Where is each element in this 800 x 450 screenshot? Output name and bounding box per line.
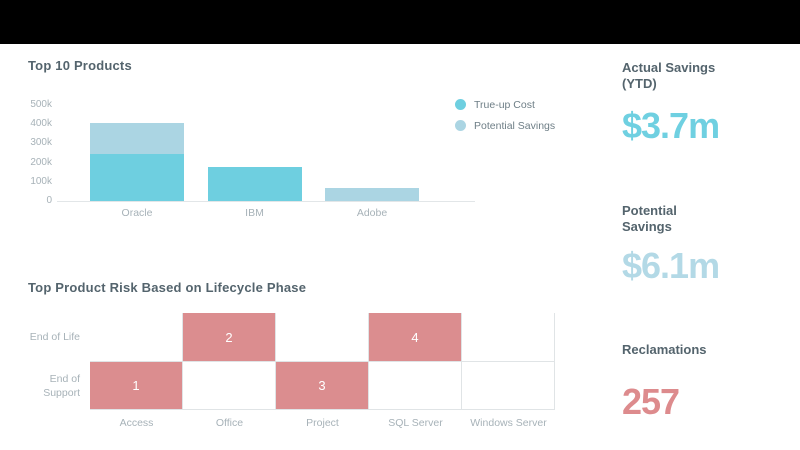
heatmap-row-label-line: End of: [49, 373, 80, 385]
heatmap-cell-end-of-life-windows-server: [462, 313, 555, 362]
heatmap-cell-end-of-support-sql-server: [369, 362, 462, 410]
kpi-label-actual-savings-ytd: Actual Savings (YTD): [622, 60, 715, 92]
heatmap-row-label-line: End of Life: [29, 331, 80, 343]
kpi-label-line: Actual Savings: [622, 60, 716, 75]
x-axis-category-label: IBM: [245, 207, 264, 219]
legend-dot-icon: [455, 99, 466, 110]
kpi-label-potential-savings: Potential Savings: [622, 203, 677, 235]
top-banner: [0, 0, 800, 44]
y-axis-tick-label: 400k: [30, 118, 52, 130]
kpi-label-reclamations: Reclamations: [622, 342, 707, 358]
heatmap-cell-end-of-life-access: [90, 313, 183, 362]
legend-item-true-up-cost[interactable]: True-up Cost: [455, 94, 535, 115]
bar-segment-oracle-true-up-cost[interactable]: [90, 153, 184, 201]
kpi-value-potential-savings: $6.1m: [622, 245, 720, 286]
heatmap-column-label: Office: [215, 417, 244, 429]
heatmap-column-label: Project: [306, 417, 339, 429]
x-axis-category-label: Oracle: [121, 207, 153, 219]
bar-segment-ibm-true-up-cost[interactable]: [207, 167, 302, 201]
y-axis-tick-label: 0: [46, 195, 52, 206]
y-axis-tick-label: 100k: [30, 175, 52, 187]
kpi-label-line: (YTD): [622, 76, 657, 91]
kpi-value-actual-savings-ytd: $3.7m: [622, 105, 720, 146]
heatmap-cell-end-of-life-sql-server[interactable]: 4: [369, 313, 462, 362]
heatmap-cell-end-of-life-office[interactable]: 2: [183, 313, 276, 362]
kpi-label-line: Savings: [622, 219, 672, 234]
heatmap-row-label-line: Support: [43, 387, 80, 399]
heatmap-row-label: End of Life: [0, 330, 80, 344]
kpi-value-reclamations: 257: [622, 381, 680, 422]
heatmap-row-label: End of Support: [0, 372, 80, 400]
heatmap-column-label: Access: [119, 417, 154, 429]
legend-dot-icon: [455, 120, 466, 131]
heatmap-title: Top Product Risk Based on Lifecycle Phas…: [28, 280, 307, 295]
heatmap-cell-end-of-support-access[interactable]: 1: [90, 362, 183, 410]
kpi-label-line: Potential: [622, 203, 677, 218]
heatmap-column-label: Windows Server: [470, 417, 547, 429]
y-axis-tick-label: 300k: [30, 137, 52, 149]
y-axis-tick-label: 500k: [30, 99, 52, 110]
bar-segment-adobe-potential-savings[interactable]: [325, 187, 419, 201]
bar-chart-title: Top 10 Products: [28, 58, 132, 73]
heatmap-cell-end-of-support-office: [183, 362, 276, 410]
x-axis-category-label: Adobe: [356, 207, 388, 219]
legend-item-label: Potential Savings: [474, 119, 556, 132]
bar-chart-baseline: [57, 201, 475, 202]
legend-item-label: True-up Cost: [474, 98, 535, 111]
legend-item-potential-savings[interactable]: Potential Savings: [455, 115, 555, 136]
bar-segment-oracle-potential-savings[interactable]: [90, 123, 184, 154]
y-axis-tick-label: 200k: [30, 156, 52, 168]
heatmap-cell-end-of-life-project: [276, 313, 369, 362]
heatmap-cell-end-of-support-windows-server: [462, 362, 555, 410]
heatmap-column-label: SQL Server: [388, 417, 443, 429]
kpi-label-line: Reclamations: [622, 342, 707, 357]
heatmap-cell-end-of-support-project[interactable]: 3: [276, 362, 369, 410]
